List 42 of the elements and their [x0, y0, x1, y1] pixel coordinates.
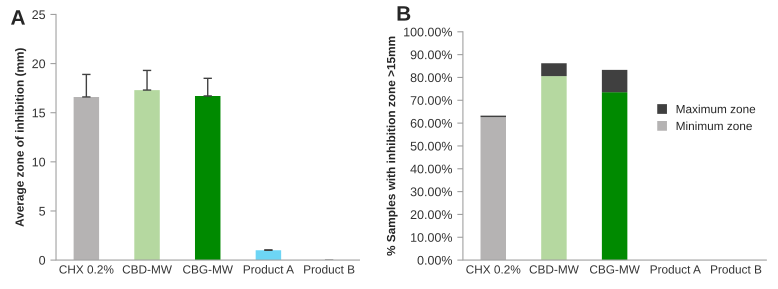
y-tick-label: 70.00%: [410, 96, 452, 105]
x-tick-label: CBG-MW: [590, 265, 640, 274]
chart-title: A: [11, 10, 25, 25]
y-tick-label: 5: [39, 206, 46, 216]
x-tick-label: Product A: [244, 264, 294, 274]
x-tick-label: Product B: [711, 264, 762, 274]
y-tick-label: 30.00%: [410, 187, 452, 196]
y-tick-label: 40.00%: [410, 164, 452, 174]
legend-label: Minimum zone: [676, 122, 752, 130]
bar: [541, 76, 567, 260]
y-tick-label: 60.00%: [410, 118, 452, 128]
y-tick-label: 90.00%: [410, 50, 452, 60]
bar: [602, 92, 628, 260]
x-tick-label: Product B: [304, 264, 354, 274]
x-tick-label: CBD-MW: [122, 265, 172, 274]
y-tick-label: 10.00%: [411, 233, 452, 242]
y-tick-label: 20.00%: [410, 210, 452, 220]
x-tick-label: CHX 0.2%: [59, 265, 114, 274]
x-tick-label: CHX 0.2%: [466, 265, 520, 274]
y-tick-label: 25: [32, 10, 46, 20]
y-axis-title: Average zone of inhibition (mm): [15, 48, 26, 227]
y-tick-label: 0.00%: [418, 256, 452, 265]
y-tick-label: 100.00%: [404, 28, 452, 36]
y-axis-title: % Samples with inhibition zone >15mm: [386, 36, 398, 256]
legend-label: Maximum zone: [676, 104, 756, 114]
y-tick-label: 80.00%: [410, 73, 452, 82]
bar: [256, 250, 282, 260]
x-tick-label: CBD-MW: [530, 265, 579, 274]
bar: [602, 70, 628, 92]
x-tick-label: CBG-MW: [183, 265, 233, 274]
chart-title: B: [398, 6, 410, 21]
bar: [480, 117, 506, 260]
y-tick-label: 20: [32, 59, 46, 68]
x-tick-label: Product A: [650, 264, 701, 274]
bar: [74, 96, 100, 260]
y-tick-label: 0: [39, 256, 46, 265]
y-tick-label: 10: [32, 158, 46, 166]
y-tick-label: 15: [32, 108, 46, 118]
bar: [134, 90, 160, 260]
bar: [194, 96, 220, 260]
bar: [541, 63, 567, 76]
y-tick-label: 50.00%: [410, 142, 452, 151]
